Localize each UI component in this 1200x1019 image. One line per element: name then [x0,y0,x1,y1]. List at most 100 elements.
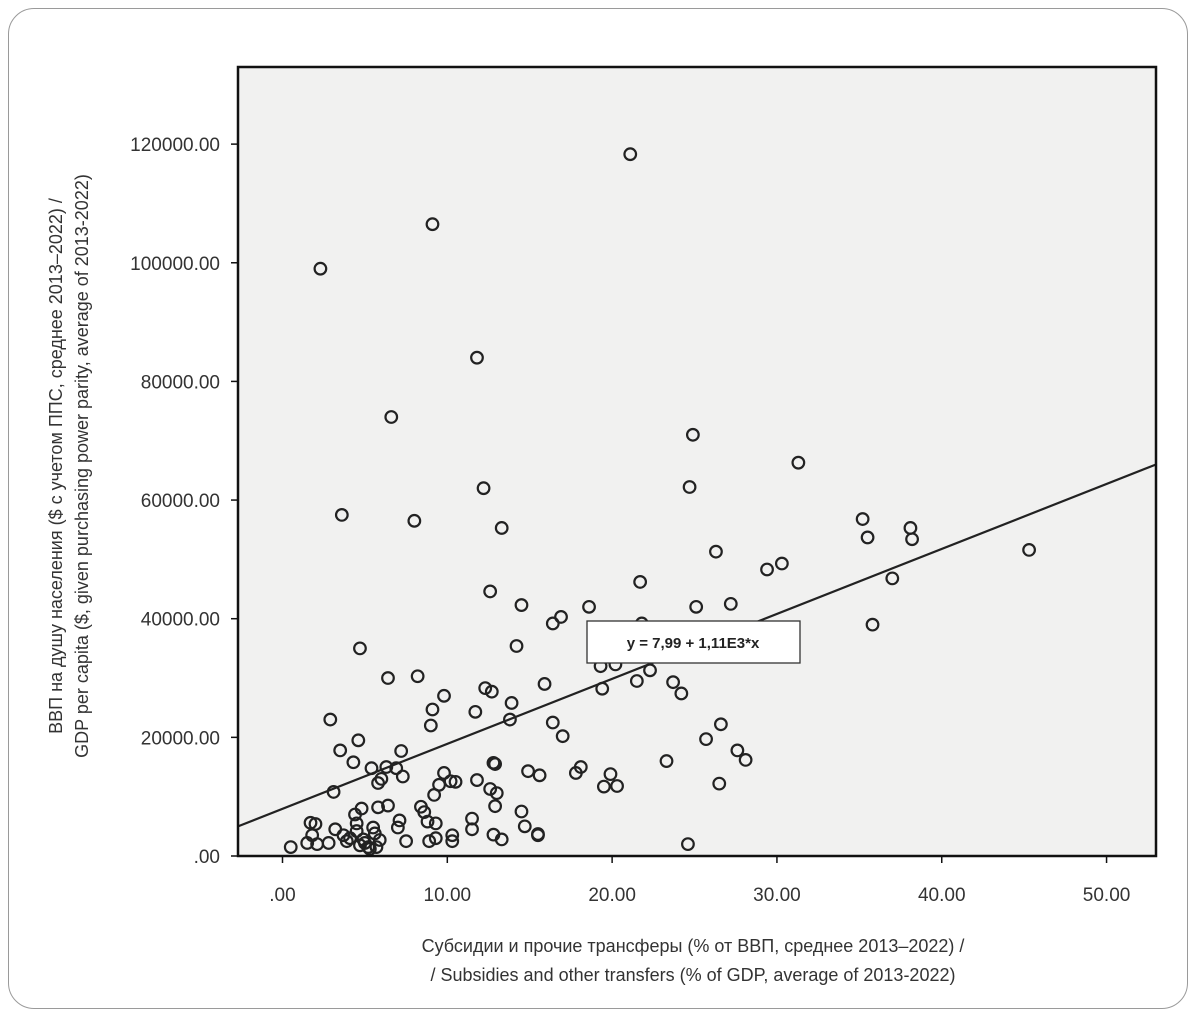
data-point [389,761,404,776]
data-point [738,752,753,767]
data-point [468,704,483,719]
x-tick-label: 50.00 [1083,885,1131,906]
y-tick-label: 80000.00 [141,372,220,393]
data-point [392,813,407,828]
data-point [633,575,648,589]
y-axis-label-line1: ВВП на душу населения ($ с учетом ППС, с… [46,198,66,734]
data-point [666,675,681,690]
data-point [865,617,880,632]
data-point [374,771,389,786]
data-point [531,828,545,843]
data-point [448,774,463,789]
data-point [537,677,552,691]
data-point [428,816,443,831]
data-point [623,147,638,162]
data-point [545,616,560,631]
data-point [905,532,919,547]
data-point [445,834,460,849]
data-point [428,831,443,846]
x-tick-label: 20.00 [588,885,636,906]
data-point [503,712,517,727]
data-point [313,261,328,276]
data-point [521,764,535,779]
data-point [465,822,479,837]
data-point [470,350,484,365]
data-point [476,481,491,496]
data-point [390,820,405,835]
equation-box-frame [586,620,801,664]
y-tick-label: 120000.00 [130,135,220,156]
data-point [483,584,498,599]
data-point [555,729,570,744]
data-point [437,688,451,703]
data-point [283,840,298,855]
data-point [321,836,336,850]
data-point [494,832,509,847]
data-point [494,521,509,535]
data-point [582,599,596,614]
y-axis-label-line2: GDP per capita ($, given purchasing powe… [72,174,92,758]
data-point [478,681,493,696]
data-point [349,824,364,838]
y-tick-label: 20000.00 [141,728,220,749]
x-tick-label: 30.00 [753,885,801,906]
data-point [860,530,875,545]
data-point [674,686,689,701]
data-point [423,718,438,733]
data-point [422,834,437,849]
points-layer [283,147,1036,856]
data-point [545,715,560,730]
data-point [445,828,460,843]
data-point [395,769,410,784]
data-point [514,598,529,612]
data-point [410,669,425,684]
data-point [488,757,503,771]
data-point [603,767,618,782]
data-point [610,779,624,793]
y-tick-label: .00 [194,847,220,868]
data-point [514,804,529,819]
plot-area [238,67,1156,856]
x-tick-label: 40.00 [918,885,966,906]
data-point [371,800,385,815]
data-point [712,776,727,791]
data-point [629,674,644,688]
data-point [339,834,354,849]
data-point [573,760,588,774]
data-point [362,841,377,856]
data-point [685,427,700,442]
data-point [774,556,789,571]
x-tick-label: 10.00 [424,885,472,906]
data-point [730,743,745,758]
data-point [689,599,704,614]
data-point [484,684,499,699]
data-point [334,507,349,522]
data-point [723,596,738,611]
data-point [372,833,387,847]
data-point [381,798,395,813]
data-point [709,544,723,559]
data-point [470,773,484,787]
data-point [489,786,504,801]
data-point [443,774,458,789]
axis-ticks: .00 10.00 20.00 30.00 40.00 50.00 .00 20000.00 4… [130,135,1130,906]
data-point [504,696,519,710]
data-point [517,819,532,834]
data-point [349,816,364,831]
y-tick-label: 40000.00 [141,610,220,631]
data-point [713,717,728,732]
data-point [554,610,568,624]
data-point [425,217,440,232]
data-point [354,801,369,816]
data-point [509,639,524,653]
data-point [407,513,422,528]
data-point [437,766,451,780]
data-point [596,779,611,794]
data-point [399,834,414,849]
data-point [333,743,348,758]
data-point [699,732,713,747]
x-axis-label-line1: Субсидии и прочие трансферы (% от ВВП, с… [422,936,965,956]
regression-equation: y = 7,99 + 1,11E3*x [627,635,760,652]
x-tick-label: .00 [269,885,295,906]
data-point [361,840,376,855]
